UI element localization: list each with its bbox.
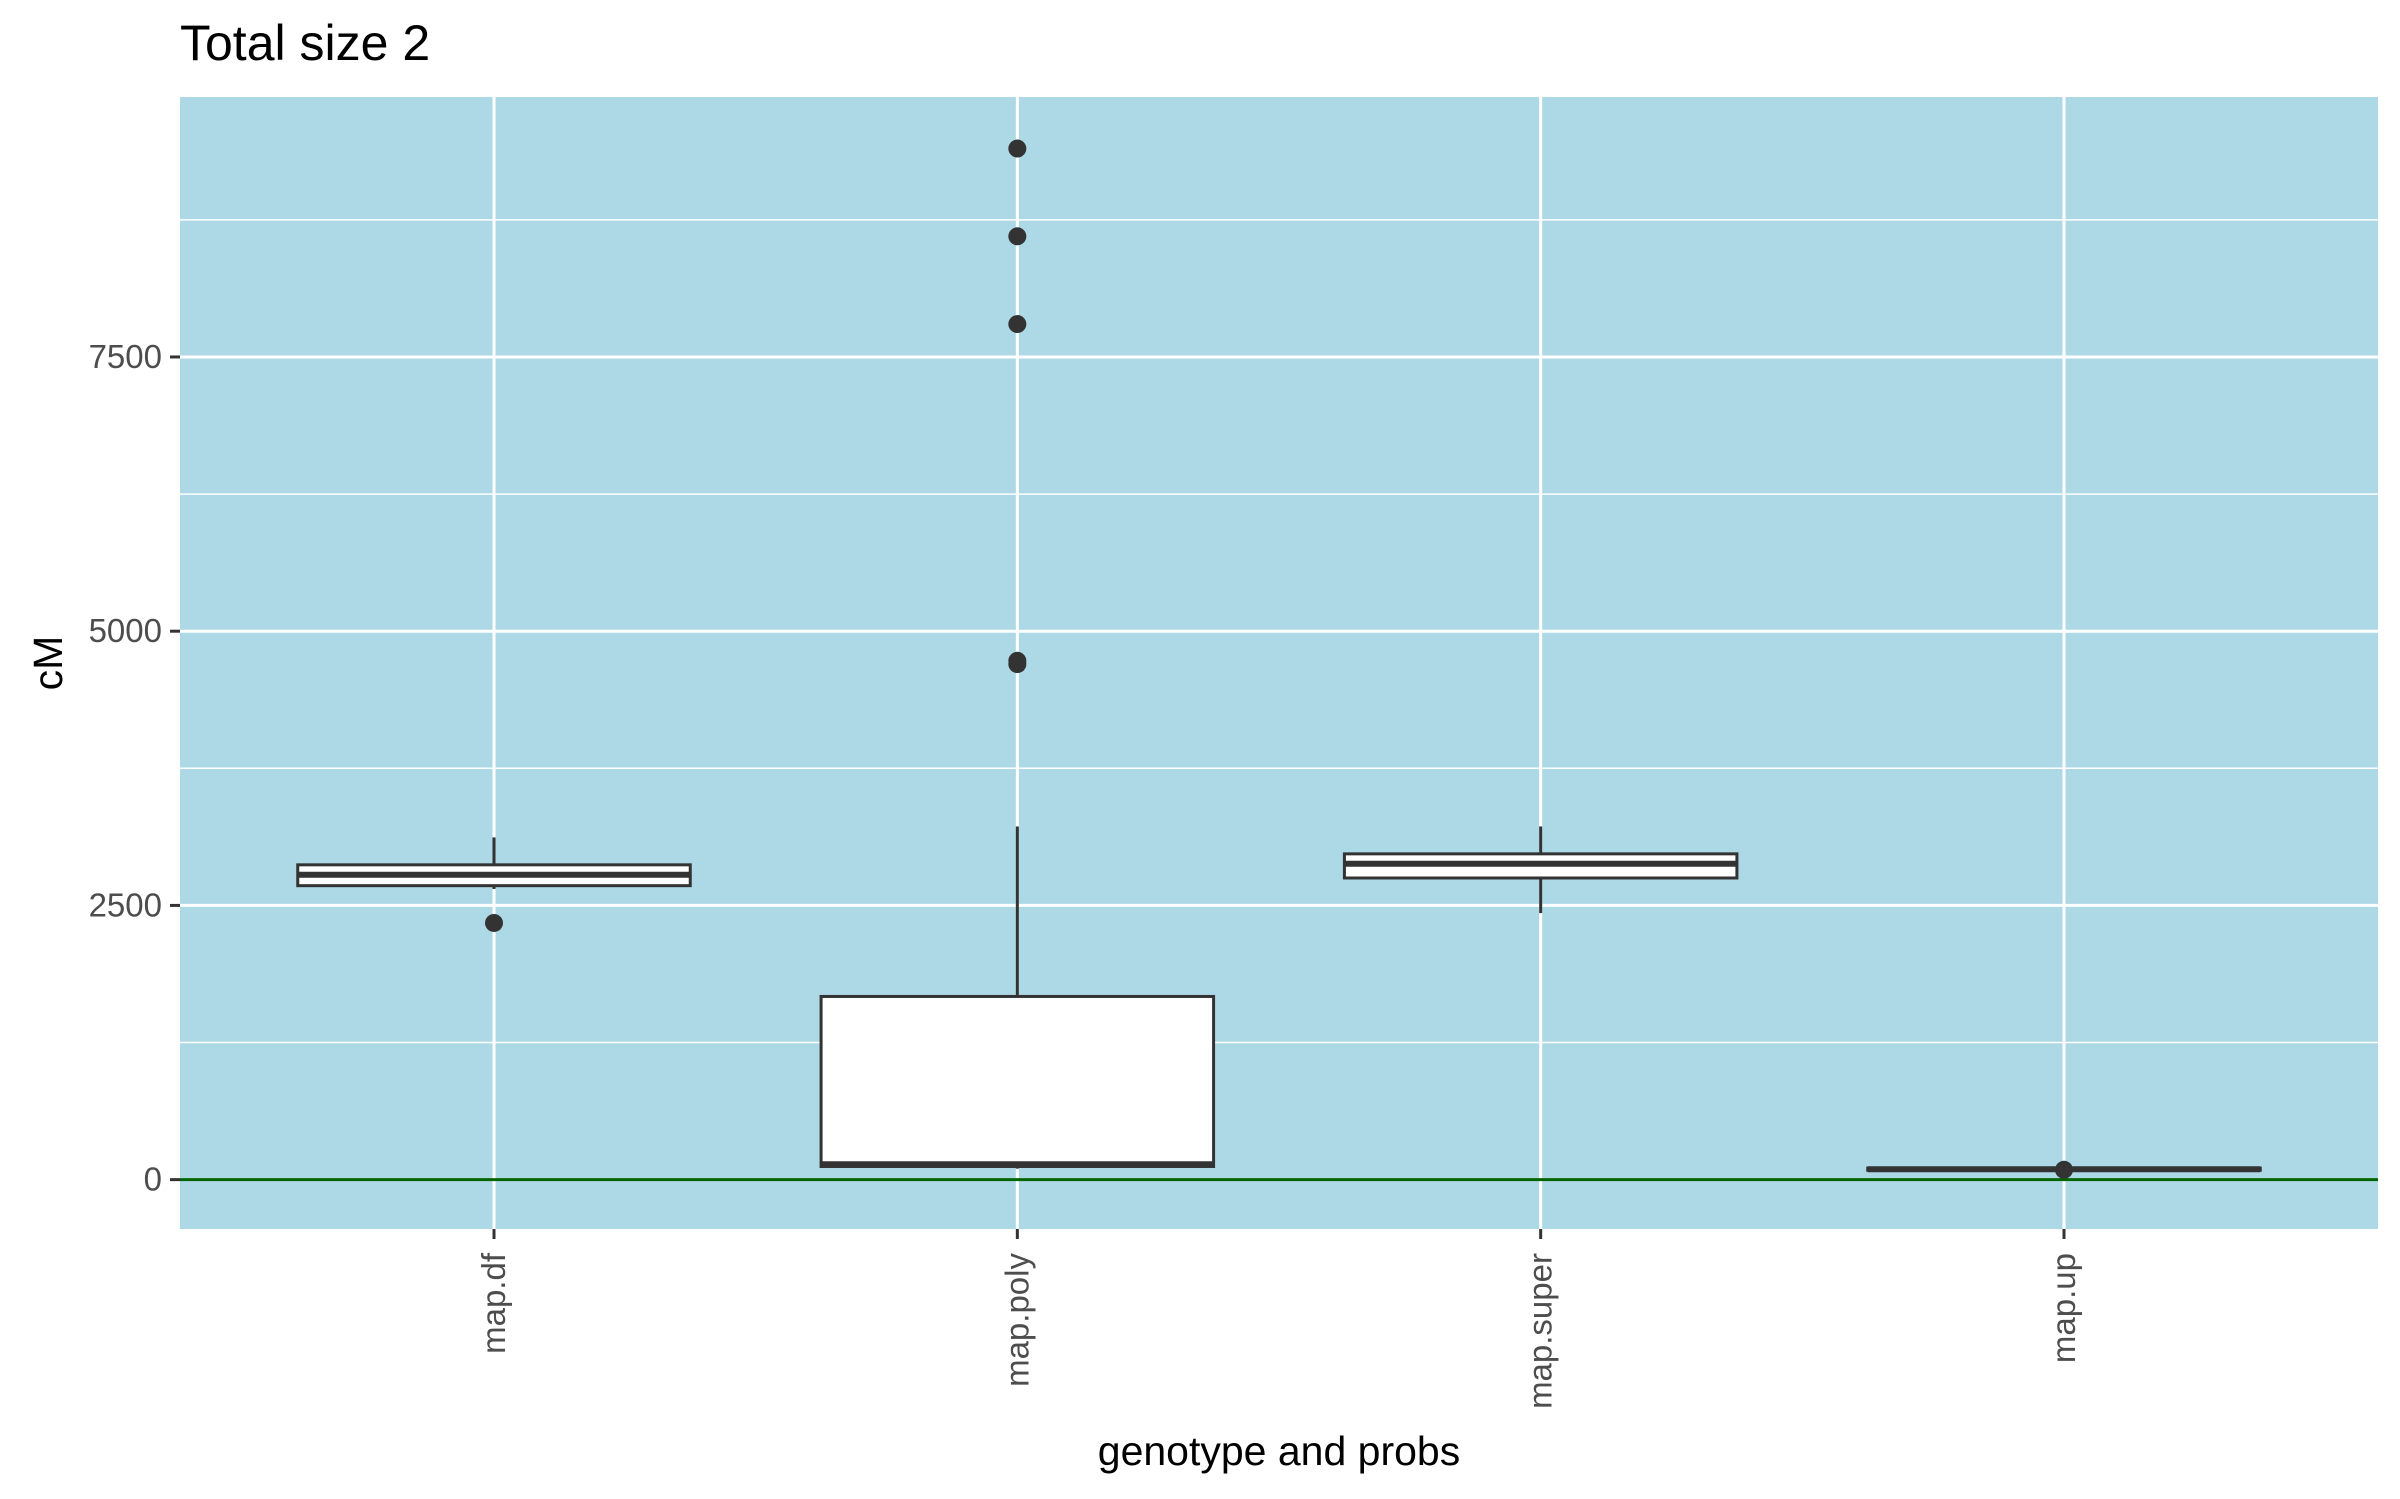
x-axis: map.df map.poly map.super map.up (475, 1229, 2082, 1409)
boxes-layer (296, 139, 2262, 1179)
outlier-point (485, 913, 503, 932)
chart-title: Total size 2 (180, 15, 430, 71)
outlier-point (1008, 227, 1027, 246)
outlier-point (1008, 315, 1027, 334)
plot-panel (180, 97, 2378, 1229)
x-tick-label: map.df (475, 1252, 512, 1354)
x-tick-label: map.up (2045, 1253, 2082, 1363)
y-axis-title: cM (25, 636, 71, 691)
x-tick-label: map.super (1522, 1253, 1559, 1409)
outlier-point (2055, 1160, 2073, 1179)
box-map.poly (819, 139, 1216, 1169)
x-axis-title: genotype and probs (1098, 1428, 1460, 1474)
y-tick-label: 2500 (89, 886, 162, 923)
minor-gridlines (180, 219, 2378, 1044)
y-tick-label: 7500 (89, 338, 162, 375)
y-tick-label: 5000 (89, 612, 162, 649)
outlier-point (1008, 651, 1027, 670)
box-map.df (296, 837, 692, 932)
box-map.super (1342, 826, 1739, 914)
y-tick-label: 0 (144, 1161, 162, 1198)
outlier-point (1008, 139, 1027, 158)
box-map.up (1866, 1160, 2262, 1179)
x-tick-label: map.poly (998, 1253, 1035, 1387)
y-axis: 0 2500 5000 7500 (89, 338, 180, 1198)
box-body (819, 994, 1216, 1168)
